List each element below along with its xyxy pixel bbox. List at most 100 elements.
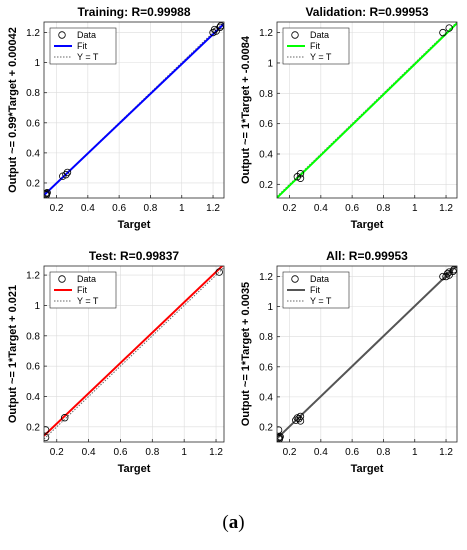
data-point <box>277 435 284 442</box>
x-tick-label: 1.2 <box>206 203 220 214</box>
plot-title: All: R=0.99953 <box>326 249 408 263</box>
y-tick-label: 1.2 <box>259 28 273 39</box>
data-point <box>62 170 70 179</box>
regression-panel-1: 0.2 0.4 0.6 0.8 1 1.2 0.2 0.4 0.6 0.8 1 1.2 Training… <box>7 5 225 231</box>
axes-box <box>43 265 225 443</box>
y-axis-label: Output ~= 0.99*Target + 0.00042 <box>7 27 19 193</box>
legend-fit-label: Fit <box>77 285 87 295</box>
x-axis-label: Target <box>351 463 384 475</box>
x-axis-label: Target <box>118 463 151 475</box>
legend-data-marker <box>58 31 66 39</box>
y-tick-label: 0.4 <box>259 150 273 161</box>
x-tick-label: 0.6 <box>345 203 359 214</box>
x-tick-label: 0.2 <box>50 447 64 458</box>
y-tick-label: 1 <box>267 302 273 313</box>
axes-box <box>276 265 458 443</box>
data-point <box>63 168 72 177</box>
figure-caption: (a) <box>0 512 467 534</box>
data-point <box>277 434 283 442</box>
fit-line <box>277 266 457 440</box>
x-tick-label: 0.4 <box>314 447 328 458</box>
y-tick-label: 1.2 <box>26 271 40 282</box>
data-point <box>296 417 305 425</box>
data-point <box>215 268 223 276</box>
y-axis-label: Output ~= 1*Target + 0.0035 <box>240 282 252 426</box>
y-tick-label: 0.4 <box>259 392 273 403</box>
x-tick-label: 1 <box>412 203 418 214</box>
x-tick-label: 0.6 <box>112 203 126 214</box>
fit-line <box>44 23 224 196</box>
x-tick-label: 1.2 <box>439 447 453 458</box>
x-tick-label: 0.2 <box>50 203 64 214</box>
legend-box <box>49 27 117 65</box>
identity-line <box>44 267 224 440</box>
plot-title: Training: R=0.99988 <box>77 5 190 19</box>
data-point <box>44 433 50 442</box>
y-tick-label: 0.2 <box>259 422 273 433</box>
x-tick-label: 1 <box>181 447 187 458</box>
regression-panel-3: 0.2 0.4 0.6 0.8 1 1.2 0.2 0.4 0.6 0.8 1 1.2 Test: R=… <box>7 249 225 475</box>
y-axis-label: Output ~= 1*Target + -0.0084 <box>240 35 252 184</box>
data-point <box>450 266 457 274</box>
x-tick-label: 0.4 <box>81 203 95 214</box>
y-tick-label: 1.2 <box>259 272 273 283</box>
x-tick-label: 0.2 <box>283 203 297 214</box>
x-tick-label: 0.6 <box>345 447 359 458</box>
legend-identity-label: Y = T <box>310 296 332 306</box>
data-point <box>295 414 303 423</box>
y-tick-label: 1.2 <box>26 28 40 39</box>
legend-data-label: Data <box>310 274 329 284</box>
plot-lines <box>44 266 224 442</box>
data-point <box>212 27 220 35</box>
y-tick-label: 1 <box>34 301 40 312</box>
x-axis-label: Target <box>118 219 151 231</box>
y-axis-label: Output ~= 1*Target + 0.021 <box>7 285 19 423</box>
x-tick-label: 0.8 <box>143 203 157 214</box>
fit-line <box>44 266 224 437</box>
data-point <box>445 271 453 279</box>
regression-panel-4: 0.2 0.4 0.6 0.8 1 1.2 0.2 0.4 0.6 0.8 1 1.2 All: R=0… <box>240 249 458 475</box>
legend-data-label: Data <box>77 274 96 284</box>
plot-lines <box>277 22 457 198</box>
plot-title: Test: R=0.99837 <box>89 249 179 263</box>
legend-fit-label: Fit <box>310 41 320 51</box>
caption-letter: a <box>228 512 239 533</box>
x-tick-label: 0.8 <box>145 447 159 458</box>
legend-identity-label: Y = T <box>77 52 99 62</box>
x-tick-label: 1 <box>179 203 185 214</box>
plot-lines <box>44 22 224 198</box>
y-tick-label: 1 <box>34 58 40 69</box>
legend-data-label: Data <box>310 30 329 40</box>
data-point <box>44 191 51 198</box>
x-axis-label: Target <box>351 219 384 231</box>
legend-data-marker <box>291 275 299 283</box>
plot-lines <box>277 266 457 442</box>
regression-figure: 0.2 0.4 0.6 0.8 1 1.2 0.2 0.4 0.6 0.8 1 1.2 Training… <box>7 5 458 475</box>
y-tick-label: 0.2 <box>26 178 40 189</box>
x-tick-label: 0.2 <box>283 447 297 458</box>
data-point <box>296 174 305 182</box>
x-tick-label: 0.8 <box>376 447 390 458</box>
y-tick-label: 0.4 <box>26 148 40 159</box>
data-point <box>277 433 284 441</box>
y-tick-label: 0.4 <box>26 392 40 403</box>
x-tick-label: 1.2 <box>439 203 453 214</box>
data-point <box>61 414 69 422</box>
x-tick-label: 0.4 <box>314 203 328 214</box>
y-tick-label: 0.6 <box>259 119 273 130</box>
legend-data-marker <box>58 275 66 283</box>
y-tick-label: 0.8 <box>26 88 40 99</box>
x-tick-label: 1.2 <box>209 447 223 458</box>
legend-fit-label: Fit <box>77 41 87 51</box>
plot-title: Validation: R=0.99953 <box>305 5 428 19</box>
y-tick-label: 0.2 <box>26 422 40 433</box>
x-tick-label: 0.6 <box>114 447 128 458</box>
regression-panel-2: 0.2 0.4 0.6 0.8 1 1.2 0.2 0.4 0.6 0.8 1 1.2 Validati… <box>240 5 458 231</box>
data-point <box>445 268 453 276</box>
x-tick-label: 1 <box>412 447 418 458</box>
data-point <box>445 24 453 32</box>
y-tick-label: 0.6 <box>259 362 273 373</box>
data-point <box>44 190 50 198</box>
data-point <box>439 28 447 37</box>
